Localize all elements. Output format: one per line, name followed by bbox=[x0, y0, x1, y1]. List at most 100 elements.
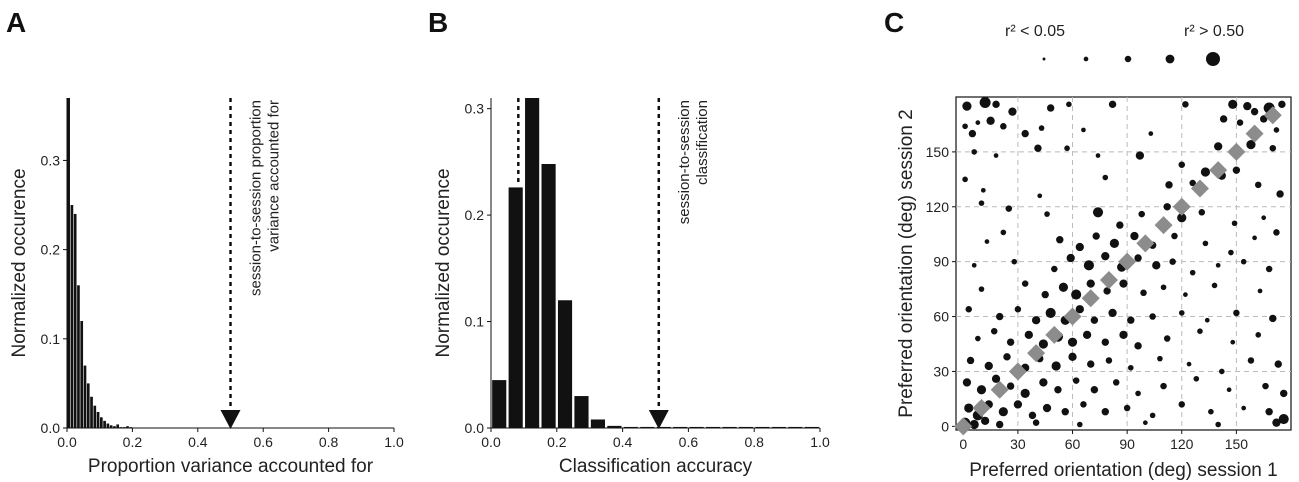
panel-c-point bbox=[1177, 213, 1187, 223]
panel-c-point bbox=[1020, 388, 1030, 399]
panel-a-bar bbox=[83, 365, 87, 428]
panel-c-point bbox=[1198, 209, 1206, 216]
panel-a-x-tick-label: 0.0 bbox=[57, 434, 77, 450]
panel-a-bar bbox=[126, 426, 129, 428]
panel-a-y-axis-title: Normalized occurence bbox=[9, 168, 30, 357]
panel-c-point bbox=[1163, 203, 1171, 211]
panel-b-bar bbox=[788, 426, 803, 428]
panel-c-identity-marker bbox=[1099, 270, 1118, 289]
panel-c-point bbox=[1241, 405, 1247, 411]
panel-c-point bbox=[1269, 144, 1277, 152]
panel-b-bar bbox=[492, 380, 507, 428]
panel-b-annotation-label: session-to-session bbox=[676, 100, 693, 224]
panel-c-point bbox=[1072, 377, 1080, 384]
panel-c-point bbox=[1148, 131, 1154, 136]
panel-c-point bbox=[1083, 260, 1094, 271]
panel-c-identity-marker bbox=[1063, 307, 1082, 326]
panel-c-point bbox=[962, 378, 972, 387]
panel-c-point bbox=[984, 239, 990, 244]
panel-c-identity-marker bbox=[1245, 124, 1264, 143]
panel-c-legend-dot bbox=[1206, 52, 1220, 66]
panel-c-point bbox=[1041, 290, 1049, 299]
panel-c-point bbox=[1034, 144, 1042, 152]
legend-low-label: r² < 0.05 bbox=[1005, 23, 1065, 40]
panel-c-point bbox=[1246, 139, 1256, 150]
panel-c-point bbox=[998, 407, 1008, 417]
panel-a-y-tick-label: 0.2 bbox=[41, 242, 61, 258]
panel-c-point bbox=[1186, 361, 1192, 367]
panel-c-point bbox=[980, 416, 990, 426]
panel-b-x-tick-label: 0.0 bbox=[481, 434, 501, 450]
panel-c-point bbox=[1274, 360, 1282, 368]
panel-b-plot: 0.0 0.2 0.4 0.6 0.8 1.0 0.0 0.1 0.2 0.3 Classifica… bbox=[433, 98, 830, 477]
panel-c-point bbox=[1054, 386, 1062, 394]
panel-a-bar bbox=[86, 383, 90, 428]
panel-c-point bbox=[1165, 181, 1173, 189]
panel-c-point bbox=[1101, 252, 1110, 261]
panel-c-point bbox=[1112, 379, 1120, 386]
panel-a-bar bbox=[129, 427, 133, 428]
panel-a-annotation-label: session-to-session proportion bbox=[248, 100, 265, 296]
panel-c-point bbox=[1021, 280, 1029, 287]
panel-c-point bbox=[1058, 282, 1069, 292]
panel-c-identity-marker bbox=[1172, 197, 1191, 216]
panel-letter-b: B bbox=[428, 7, 448, 38]
panel-c-point bbox=[1135, 390, 1141, 397]
panel-c-point bbox=[969, 419, 979, 430]
panel-c-x-axis-title: Preferred orientation (deg) session 1 bbox=[969, 460, 1277, 481]
panel-b-bar bbox=[541, 164, 556, 428]
panel-c-point bbox=[1071, 289, 1082, 300]
panel-c-point bbox=[1202, 240, 1209, 247]
panel-b-bar bbox=[673, 426, 688, 428]
panel-c-point bbox=[1208, 408, 1214, 415]
panel-c-point bbox=[1064, 145, 1070, 152]
panel-c-identity-marker bbox=[1081, 289, 1100, 308]
panel-c-point bbox=[1163, 335, 1171, 342]
panel-c-point bbox=[1152, 261, 1161, 270]
panel-c-point bbox=[1105, 357, 1113, 364]
panel-c-identity-marker bbox=[1027, 344, 1046, 363]
panel-b-annotation-label: classification bbox=[694, 100, 711, 185]
panel-c-point bbox=[1092, 207, 1104, 218]
panel-c-point bbox=[1082, 330, 1092, 340]
panel-a-annotation-label: variance accounted for bbox=[266, 100, 283, 252]
panel-c-x-tick-label: 150 bbox=[1225, 436, 1249, 452]
panel-c-point bbox=[1045, 307, 1056, 318]
panel-c-point bbox=[1028, 411, 1037, 420]
panel-a-bar bbox=[67, 98, 70, 428]
panel-c-point bbox=[1142, 420, 1148, 426]
panel-c-point bbox=[1003, 353, 1011, 361]
panel-b-bar bbox=[706, 426, 721, 428]
panel-c-point bbox=[1278, 413, 1289, 425]
panel-c-point bbox=[1123, 404, 1131, 412]
panel-c-point bbox=[991, 374, 1001, 383]
panel-c-point bbox=[1090, 316, 1099, 324]
panel-c-point bbox=[1219, 368, 1225, 375]
panel-a: A 0.0 0.2 0.4 0.6 0.8 1.0 0.0 0.1 0.2 0.3 Proporti… bbox=[6, 7, 404, 477]
panel-b-bar bbox=[804, 426, 819, 428]
panel-c-point bbox=[1039, 378, 1048, 387]
panel-c-point bbox=[976, 385, 987, 395]
panel-c-point bbox=[1014, 305, 1022, 313]
panel-c-point bbox=[1262, 382, 1269, 390]
panel-c-point bbox=[1197, 328, 1203, 334]
panel-c-point bbox=[1119, 330, 1128, 340]
panel-c-point bbox=[962, 176, 968, 183]
panel-a-bar bbox=[80, 320, 84, 428]
panel-c-point bbox=[962, 101, 972, 111]
panel-c-point bbox=[1219, 115, 1228, 123]
panel-c-point bbox=[993, 153, 999, 158]
panel-c-point bbox=[1138, 210, 1145, 218]
panel-b-bar bbox=[656, 426, 671, 428]
panel-c-point bbox=[1226, 387, 1232, 393]
panel-c-point bbox=[1130, 231, 1139, 241]
panel-c-point bbox=[1273, 127, 1280, 133]
panel-c-point bbox=[975, 335, 981, 342]
panel-c-point bbox=[1149, 313, 1156, 320]
panel-c-point bbox=[1269, 314, 1277, 323]
panel-c-point bbox=[1135, 151, 1145, 160]
panel-c-point bbox=[1157, 355, 1163, 362]
panel-c-point bbox=[1006, 382, 1015, 390]
panel-c-point bbox=[971, 262, 977, 268]
